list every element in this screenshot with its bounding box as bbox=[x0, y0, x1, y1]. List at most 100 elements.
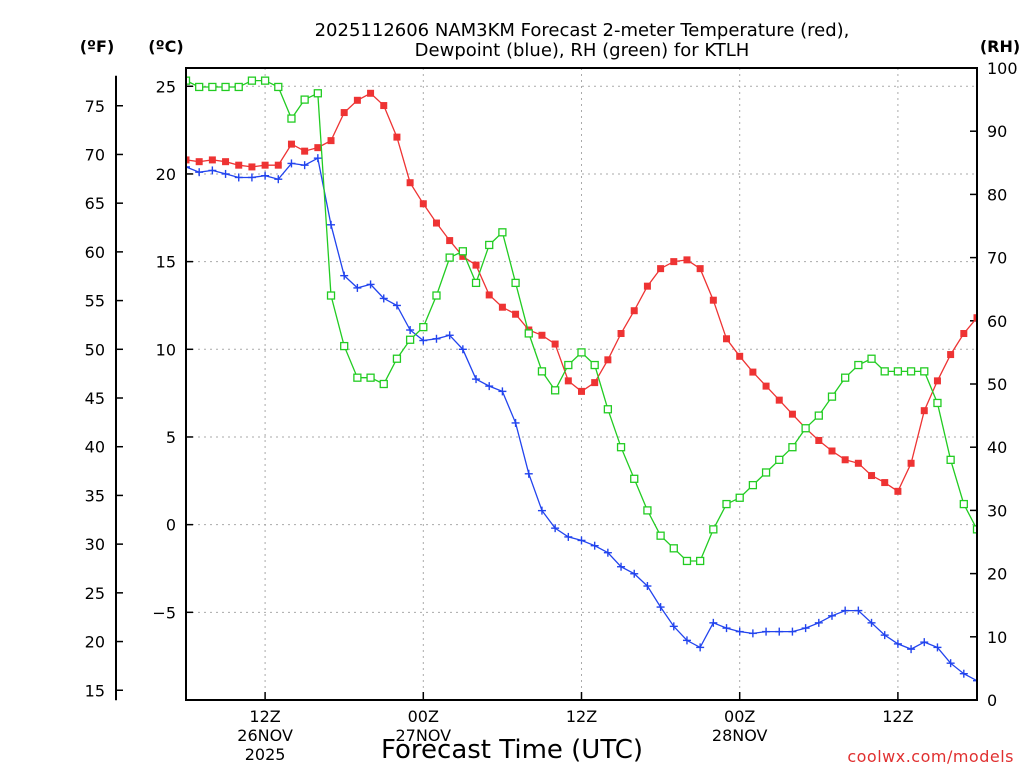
dewpoint-point bbox=[313, 154, 322, 163]
rh-point bbox=[392, 354, 402, 363]
temperature-point bbox=[643, 282, 651, 290]
dewpoint-point bbox=[603, 548, 612, 557]
rh-point bbox=[419, 322, 428, 332]
temperature-point bbox=[828, 447, 836, 455]
time-tick-label: 12Z bbox=[882, 707, 913, 726]
temperature-point bbox=[353, 96, 361, 104]
rh-point bbox=[564, 360, 573, 370]
temperature-point bbox=[498, 303, 506, 311]
dewpoint-point bbox=[590, 541, 599, 550]
rh-point bbox=[748, 480, 758, 490]
rh-point bbox=[616, 443, 626, 452]
dewpoint-point bbox=[564, 532, 573, 541]
temperature-point bbox=[696, 265, 704, 273]
dewpoint-point bbox=[814, 618, 823, 627]
dewpoint-point bbox=[524, 469, 533, 478]
fahrenheit-tick-label: 20 bbox=[85, 633, 105, 652]
dewpoint-point bbox=[327, 220, 336, 229]
rh-tick-label: 80 bbox=[987, 185, 1007, 204]
rh-point bbox=[761, 468, 771, 477]
temperature-point bbox=[393, 133, 401, 141]
rh-point bbox=[893, 367, 903, 376]
time-tick-label: 00Z bbox=[408, 707, 439, 726]
temperature-point bbox=[380, 102, 388, 110]
celsius-tick-label: 10 bbox=[156, 340, 176, 359]
celsius-tick-label: 20 bbox=[156, 165, 176, 184]
dewpoint-point bbox=[867, 618, 876, 627]
temperature-point bbox=[446, 237, 454, 245]
temperature-point bbox=[933, 377, 941, 385]
fahrenheit-tick-label: 30 bbox=[85, 535, 105, 554]
plot-frame bbox=[185, 67, 978, 701]
temperature-point bbox=[775, 396, 783, 404]
temperature-point bbox=[881, 479, 889, 487]
rh-point bbox=[274, 82, 283, 92]
rh-point bbox=[313, 89, 322, 98]
time-tick-date: 28NOV bbox=[712, 726, 768, 745]
fahrenheit-tick-label: 55 bbox=[85, 292, 105, 311]
credit-text: coolwx.com/models bbox=[847, 747, 1014, 766]
dewpoint-point bbox=[788, 627, 797, 636]
temperature-point bbox=[406, 179, 414, 187]
rh-point bbox=[682, 556, 692, 566]
rh-tick-label: 10 bbox=[987, 628, 1007, 647]
rh-point bbox=[260, 76, 270, 85]
dewpoint-point bbox=[709, 618, 718, 627]
dewpoint-point bbox=[920, 638, 929, 647]
dewpoint-point bbox=[973, 676, 977, 685]
data-series bbox=[186, 76, 977, 685]
rh-point bbox=[630, 474, 639, 483]
rh-point bbox=[221, 82, 230, 92]
rh-point bbox=[550, 386, 560, 395]
rh-point bbox=[933, 398, 942, 408]
temperature-point bbox=[472, 261, 480, 269]
rh-point bbox=[867, 354, 876, 363]
dewpoint-point bbox=[617, 562, 626, 571]
dewpoint-point bbox=[498, 387, 507, 396]
rh-point bbox=[788, 443, 797, 452]
dewpoint-point bbox=[445, 331, 454, 340]
temperature-point bbox=[815, 436, 823, 444]
rh-tick-label: 70 bbox=[987, 249, 1007, 268]
temperature-point bbox=[367, 89, 375, 97]
rh-point bbox=[379, 379, 388, 389]
rh-point bbox=[300, 95, 309, 104]
dewpoint-point bbox=[762, 627, 771, 636]
fahrenheit-tick-label: 70 bbox=[85, 145, 105, 164]
dewpoint-point bbox=[472, 375, 481, 384]
temperature-point bbox=[222, 158, 230, 166]
dewpoint-point bbox=[854, 606, 863, 615]
dewpoint-point bbox=[485, 382, 494, 391]
rh-point bbox=[366, 373, 375, 382]
temperature-point bbox=[564, 377, 572, 385]
rh-point bbox=[234, 82, 243, 92]
rh-point bbox=[722, 499, 731, 509]
temperature-point bbox=[186, 156, 190, 164]
dewpoint-point bbox=[577, 536, 586, 545]
rh-point bbox=[709, 525, 718, 534]
rh-point bbox=[656, 531, 665, 540]
fahrenheit-tick-label: 75 bbox=[85, 97, 105, 116]
temperature-point bbox=[630, 307, 638, 315]
rh-point bbox=[485, 240, 494, 250]
dewpoint-point bbox=[195, 168, 204, 177]
rh-point bbox=[524, 329, 533, 338]
rh-point bbox=[669, 544, 678, 553]
rh-point bbox=[445, 253, 454, 262]
temperature-point bbox=[749, 368, 757, 376]
temperature-point bbox=[235, 161, 243, 169]
dewpoint-point bbox=[841, 606, 850, 615]
temperature-point bbox=[788, 410, 796, 418]
series-dewpoint bbox=[186, 154, 977, 685]
temperature-point bbox=[538, 331, 546, 339]
rh-point bbox=[326, 291, 336, 300]
rh-point bbox=[208, 82, 217, 92]
dewpoint-point bbox=[630, 569, 639, 578]
rh-point bbox=[643, 506, 652, 515]
temperature-point bbox=[973, 314, 977, 322]
temperature-point bbox=[301, 147, 309, 155]
dewpoint-point bbox=[551, 524, 560, 533]
temperature-point bbox=[327, 137, 335, 145]
dewpoint-point bbox=[340, 271, 349, 280]
